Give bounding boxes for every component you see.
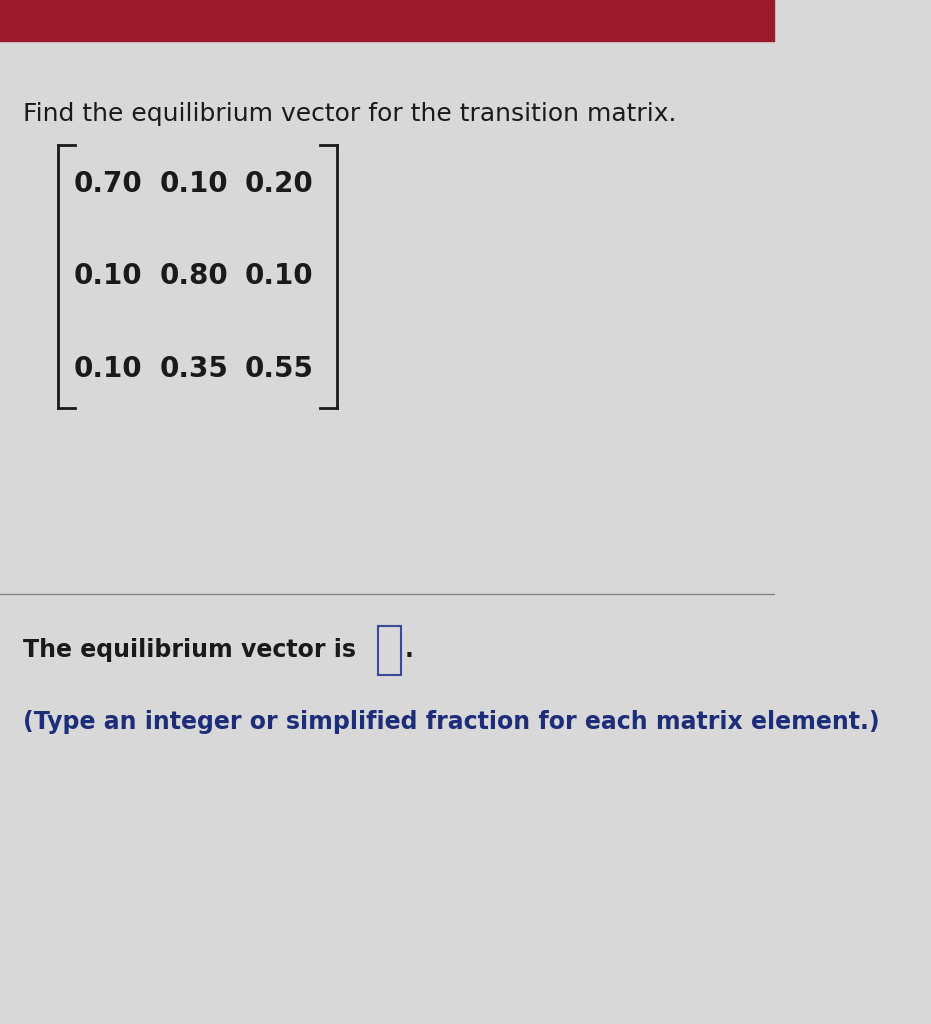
Bar: [0, 0, 775, 41]
Text: Find the equilibrium vector for the transition matrix.: Find the equilibrium vector for the tran…: [23, 102, 677, 126]
Bar: [378, 626, 401, 675]
Text: (Type an integer or simplified fraction for each matrix element.): (Type an integer or simplified fraction …: [23, 710, 880, 734]
Text: 0.10: 0.10: [245, 262, 313, 291]
Text: 0.10: 0.10: [74, 262, 142, 291]
Text: 0.55: 0.55: [244, 354, 313, 383]
Text: 0.10: 0.10: [159, 170, 228, 199]
Text: The equilibrium vector is: The equilibrium vector is: [23, 638, 364, 663]
Text: 0.20: 0.20: [244, 170, 313, 199]
Text: 0.10: 0.10: [74, 354, 142, 383]
Text: 0.35: 0.35: [159, 354, 228, 383]
Text: 0.80: 0.80: [159, 262, 228, 291]
Text: .: .: [405, 638, 413, 663]
Text: 0.70: 0.70: [74, 170, 142, 199]
